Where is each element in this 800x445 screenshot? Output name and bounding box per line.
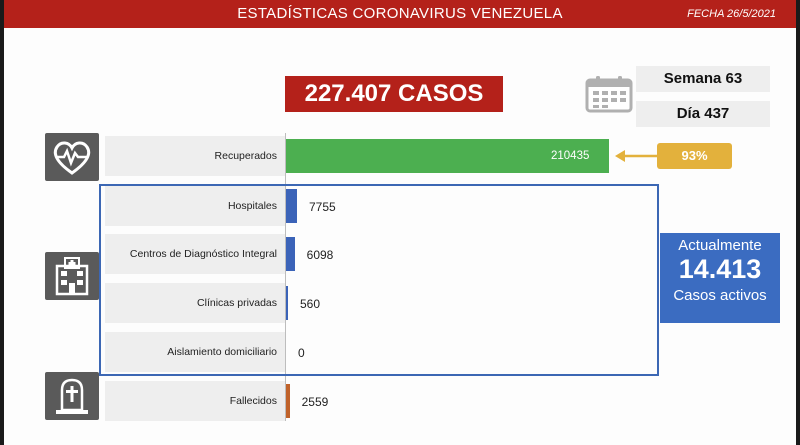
heart-pulse-icon [53, 141, 91, 175]
hospital-icon [55, 257, 89, 296]
recovered-percent-badge: 93% [657, 143, 732, 169]
active-cases-value: 14.413 [678, 254, 762, 284]
chart-axis [285, 133, 286, 421]
report-date: FECHA 26/5/2021 [687, 8, 776, 20]
hospital-icon-tile [45, 252, 99, 300]
bar-recuperados [286, 139, 609, 173]
arrow-left-icon [615, 150, 659, 162]
bar-cdi [286, 237, 295, 271]
active-cases-box: Actualmente 14.413 Casos activos [660, 233, 780, 323]
row-cdi: Centros de Diagnóstico Integral [105, 234, 285, 274]
value-hospitales: 7755 [309, 200, 336, 214]
category-label: Aislamiento domiciliario [167, 346, 277, 358]
page-title: ESTADÍSTICAS CORONAVIRUS VENEZUELA [237, 5, 563, 22]
active-cases-label: Actualmente [678, 237, 762, 254]
bar-hospitales [286, 189, 297, 223]
category-label: Recuperados [214, 150, 277, 162]
category-label: Hospitales [227, 200, 277, 212]
row-recuperados: Recuperados [105, 136, 285, 176]
day-number: Día 437 [636, 101, 770, 127]
week-number: Semana 63 [636, 66, 770, 92]
value-aislamiento: 0 [298, 346, 305, 360]
value-clinicas: 560 [300, 297, 321, 311]
category-label: Centros de Diagnóstico Integral [129, 248, 277, 260]
tombstone-icon [56, 378, 88, 414]
row-aislamiento: Aislamiento domiciliario [105, 332, 285, 372]
value-recuperados: 210435 [551, 150, 590, 162]
row-fallecidos: Fallecidos [105, 381, 285, 421]
bar-clinicas [286, 286, 288, 320]
deceased-icon-tile [45, 372, 99, 420]
total-cases-box: 227.407 CASOS [285, 76, 503, 112]
category-label: Fallecidos [229, 395, 277, 407]
category-label: Clínicas privadas [197, 297, 277, 309]
value-cdi: 6098 [306, 248, 334, 262]
value-fallecidos: 2559 [301, 395, 329, 409]
active-cases-sublabel: Casos activos [673, 287, 767, 304]
calendar-icon [585, 76, 633, 113]
active-cases-frame [99, 184, 659, 376]
header-bar: ESTADÍSTICAS CORONAVIRUS VENEZUELA FECHA… [4, 0, 796, 28]
recovered-icon-tile [45, 133, 99, 181]
row-clinicas: Clínicas privadas [105, 283, 285, 323]
bar-fallecidos [286, 384, 290, 418]
row-hospitales: Hospitales [105, 186, 285, 226]
